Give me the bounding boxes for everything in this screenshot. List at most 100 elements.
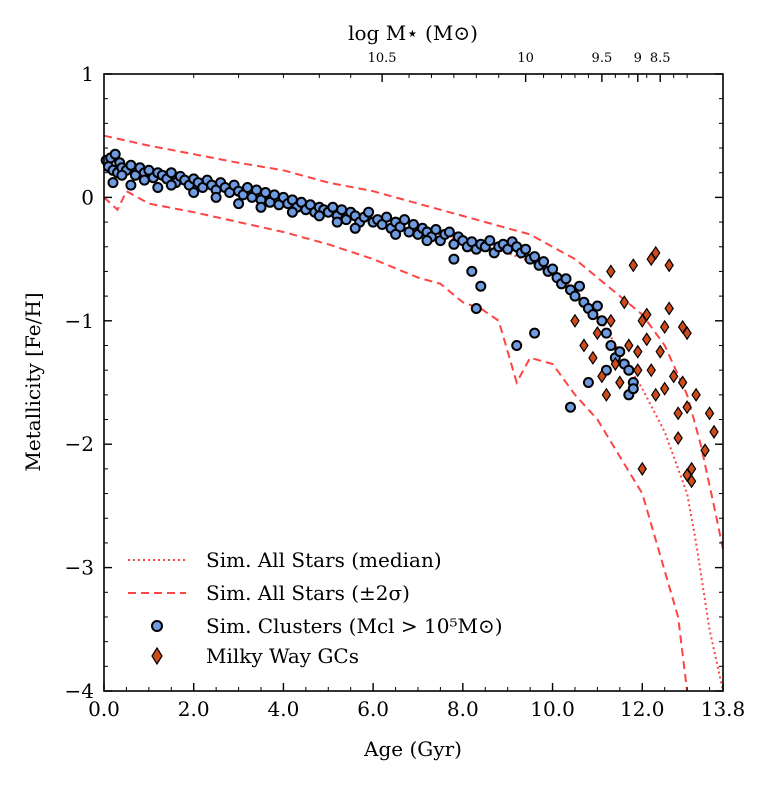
mw-gc-point <box>650 245 661 261</box>
cluster-point <box>623 364 635 376</box>
mw-gc-point <box>709 424 719 439</box>
cluster-point <box>109 148 121 160</box>
mw-gc-point <box>633 344 643 359</box>
cluster-point <box>107 177 119 189</box>
mw-gc-point <box>686 461 697 476</box>
x-axis-title: Age (Gyr) <box>363 737 462 761</box>
cluster-point <box>260 187 271 198</box>
mw-gc-point <box>619 295 630 310</box>
ticks-layer: 0.0 2.0 4.0 6.0 8.0 10.0 12.0 13.8 1 0 −1 −2 −3 −4 <box>65 62 746 721</box>
top-tick-label: 10 <box>517 51 534 66</box>
top-tick-label: 9 <box>634 51 642 66</box>
mw-gc-point <box>664 258 674 273</box>
cluster-point <box>408 219 419 230</box>
cluster-point <box>511 340 523 351</box>
x-tick-label: 2.0 <box>178 697 210 721</box>
series-line-0 <box>103 169 724 692</box>
x-tick-label: 10.0 <box>530 697 575 721</box>
cluster-point <box>484 235 496 247</box>
mw-gc-point <box>588 350 598 365</box>
mw-gc-point <box>637 461 647 476</box>
cluster-point <box>242 182 253 193</box>
mw-gc-point <box>655 344 665 359</box>
mw-gc-point <box>700 443 710 458</box>
mw-gc-point <box>646 363 656 378</box>
mw-gc-point <box>686 474 697 489</box>
marker-layer <box>100 148 719 489</box>
cluster-point <box>390 228 402 240</box>
cluster-point <box>565 401 576 413</box>
mw-gc-point <box>659 381 670 396</box>
cluster-point <box>188 187 200 198</box>
cluster-point <box>327 201 339 213</box>
mw-gc-point <box>682 400 692 415</box>
y-tick-label: 0 <box>81 185 94 209</box>
cluster-point <box>627 383 639 395</box>
cluster-point <box>313 210 325 222</box>
cluster-point <box>210 191 222 203</box>
cluster-point <box>614 346 626 358</box>
plot-frame <box>103 73 724 692</box>
cluster-point <box>165 167 177 179</box>
mw-gc-point <box>659 319 670 335</box>
legend: Sim. All Stars (median) Sim. All Stars (… <box>128 548 503 668</box>
mw-gc-point <box>691 387 701 402</box>
cluster-point <box>331 216 343 228</box>
cluster-point <box>596 315 608 327</box>
mw-gc-point <box>664 301 674 316</box>
cluster-point <box>349 222 361 234</box>
cluster-point <box>569 290 581 302</box>
mw-gc-point <box>615 375 625 390</box>
y-tick-label: 1 <box>81 62 94 86</box>
top-tick-label: 9.5 <box>592 51 613 66</box>
mw-gc-point <box>597 369 607 384</box>
top-tick-label: 8.5 <box>650 51 671 66</box>
cluster-point <box>591 300 603 312</box>
mw-gc-point <box>606 313 616 328</box>
cluster-point <box>363 206 375 218</box>
legend-sigma-label: Sim. All Stars (±2σ) <box>206 581 410 605</box>
mw-gc-point <box>624 338 634 353</box>
cluster-point <box>470 303 482 314</box>
cluster-point <box>268 189 280 201</box>
cluster-point <box>560 273 572 285</box>
cluster-point <box>125 179 137 191</box>
mw-gc-point <box>650 387 661 402</box>
cluster-point <box>399 214 410 226</box>
cluster-point <box>587 309 599 321</box>
cluster-point <box>421 235 433 247</box>
cluster-point <box>466 265 478 277</box>
cluster-point <box>574 280 585 292</box>
cluster-point <box>448 253 460 265</box>
top-tick-label: 10.5 <box>368 51 397 66</box>
x-tick-label: 13.8 <box>701 697 746 721</box>
cluster-point <box>430 224 442 235</box>
x-tick-label: 6.0 <box>357 697 389 721</box>
x-tick-label: 4.0 <box>268 697 300 721</box>
legend-median-label: Sim. All Stars (median) <box>206 548 442 572</box>
mw-gc-point <box>610 356 621 372</box>
y-tick-label: −1 <box>65 309 94 333</box>
mw-gc-point <box>642 307 652 322</box>
mw-gc-point <box>668 369 679 384</box>
cluster-point <box>336 204 348 216</box>
cluster-point <box>529 251 541 263</box>
x-tick-label: 0.0 <box>88 697 120 721</box>
cluster-point <box>582 377 594 388</box>
y-axis-title: Metallicity [Fe/H] <box>21 292 45 471</box>
cluster-point <box>381 211 393 223</box>
mw-gc-point <box>633 363 643 378</box>
legend-mwgc-swatch <box>151 646 163 666</box>
mw-gc-point <box>628 258 639 273</box>
mw-gc-point <box>682 326 692 341</box>
mw-gc-point <box>673 430 683 446</box>
cluster-point <box>286 206 298 218</box>
legend-clusters-label: Sim. Clusters (Mcl > 10⁵M⊙) <box>206 614 503 638</box>
mw-gc-point <box>592 326 603 341</box>
mw-gc-point <box>570 313 580 328</box>
mw-gc-point <box>677 375 688 390</box>
cluster-point <box>165 179 177 191</box>
top-axis-title: log M⋆ (M⊙) <box>348 21 478 45</box>
legend-mwgc-label: Milky Way GCs <box>206 644 359 668</box>
